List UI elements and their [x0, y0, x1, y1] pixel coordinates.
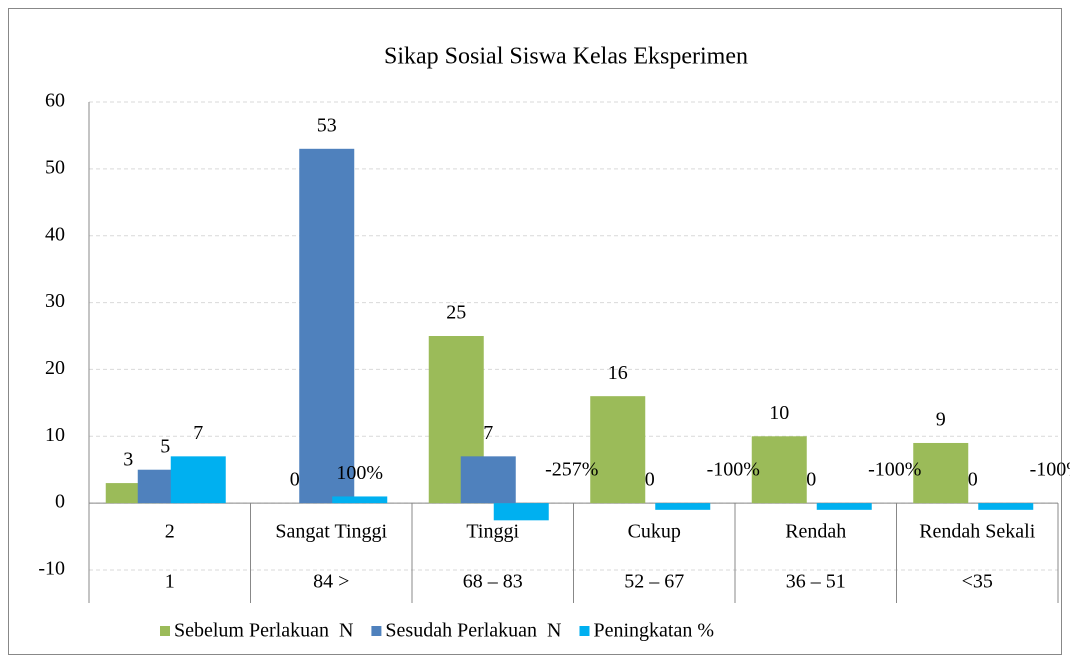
x-subtick-label: 52 – 67 [624, 571, 684, 593]
y-tick-label: 10 [45, 424, 65, 446]
data-label: 10 [769, 402, 789, 424]
legend-swatch [160, 626, 170, 636]
legend-label: Sesudah Perlakuan N [385, 620, 561, 642]
y-tick-label: 20 [45, 357, 65, 379]
data-label: 0 [968, 469, 978, 491]
bar [816, 503, 872, 510]
bar [978, 503, 1034, 510]
data-label: 16 [608, 362, 628, 384]
y-tick-label: 30 [45, 290, 65, 312]
bar [590, 396, 646, 504]
x-tick-label: Sangat Tinggi [275, 521, 387, 543]
data-label: 5 [160, 435, 170, 457]
x-subtick-label: 1 [165, 571, 175, 593]
data-label: 0 [290, 469, 300, 491]
chart-title: Sikap Sosial Siswa Kelas Eksperimen [384, 44, 748, 70]
y-tick-label: 0 [55, 491, 65, 513]
x-subtick-label: 68 – 83 [463, 571, 523, 593]
x-tick-label: Cukup [628, 521, 681, 543]
data-label: -257% [545, 459, 598, 481]
data-label: 7 [483, 422, 493, 444]
legend-swatch [371, 626, 382, 636]
y-tick-label: 40 [45, 223, 65, 245]
x-subtick-label: 36 – 51 [786, 571, 846, 593]
bar [299, 148, 355, 504]
x-subtick-label: <35 [962, 571, 993, 593]
bar [332, 496, 388, 504]
y-tick-label: 60 [45, 90, 65, 112]
data-label: 0 [645, 469, 655, 491]
legend-swatch [579, 626, 590, 636]
x-subtick-label: 84 > [313, 571, 349, 593]
bar [493, 503, 549, 521]
data-label: 100% [336, 462, 383, 484]
data-label: 9 [936, 409, 946, 431]
bar [655, 503, 711, 510]
data-label: -100% [1030, 459, 1070, 481]
data-label: 53 [317, 114, 337, 136]
y-tick-label: 50 [45, 156, 65, 178]
data-label: -100% [868, 459, 921, 481]
bar [913, 442, 969, 504]
x-tick-label: Rendah [785, 521, 846, 543]
x-tick-label: Tinggi [466, 521, 519, 543]
x-tick-label: Rendah Sekali [919, 521, 1036, 543]
data-label: 7 [193, 422, 203, 444]
chart-border [8, 8, 1062, 655]
y-tick-label: -10 [38, 558, 65, 580]
bar [460, 456, 516, 504]
legend-label: Sebelum Perlakuan N [174, 620, 353, 642]
bar [751, 436, 807, 504]
data-label: 3 [123, 449, 133, 471]
bar [170, 456, 226, 504]
data-label: -100% [707, 459, 760, 481]
data-label: 25 [446, 302, 466, 324]
x-tick-label: 2 [165, 521, 175, 543]
data-label: 0 [806, 469, 816, 491]
legend-label: Peningkatan % [593, 620, 714, 642]
